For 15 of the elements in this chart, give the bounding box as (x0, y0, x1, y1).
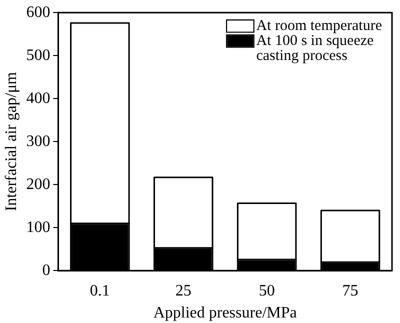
x-tick-label: 50 (258, 282, 275, 300)
y-tick-label: 200 (26, 176, 50, 193)
legend-label: At room temperature (256, 18, 382, 34)
y-tick-label: 300 (26, 132, 50, 150)
x-tick-label: 75 (342, 282, 358, 300)
y-tick-label: 500 (26, 46, 50, 64)
x-axis-title: Applied pressure/MPa (153, 304, 297, 322)
x-tick-label: 25 (175, 282, 192, 300)
legend-label: At 100 s in squeeze casting process (256, 33, 374, 64)
y-axis-title: Interfacial air gap/μm (2, 71, 20, 212)
y-tick-label: 600 (26, 4, 50, 21)
x-tick-label: 0.1 (90, 282, 110, 300)
y-tick-label: 400 (26, 90, 50, 107)
y-tick-label: 0 (42, 262, 50, 279)
y-tick-label: 100 (26, 218, 50, 236)
